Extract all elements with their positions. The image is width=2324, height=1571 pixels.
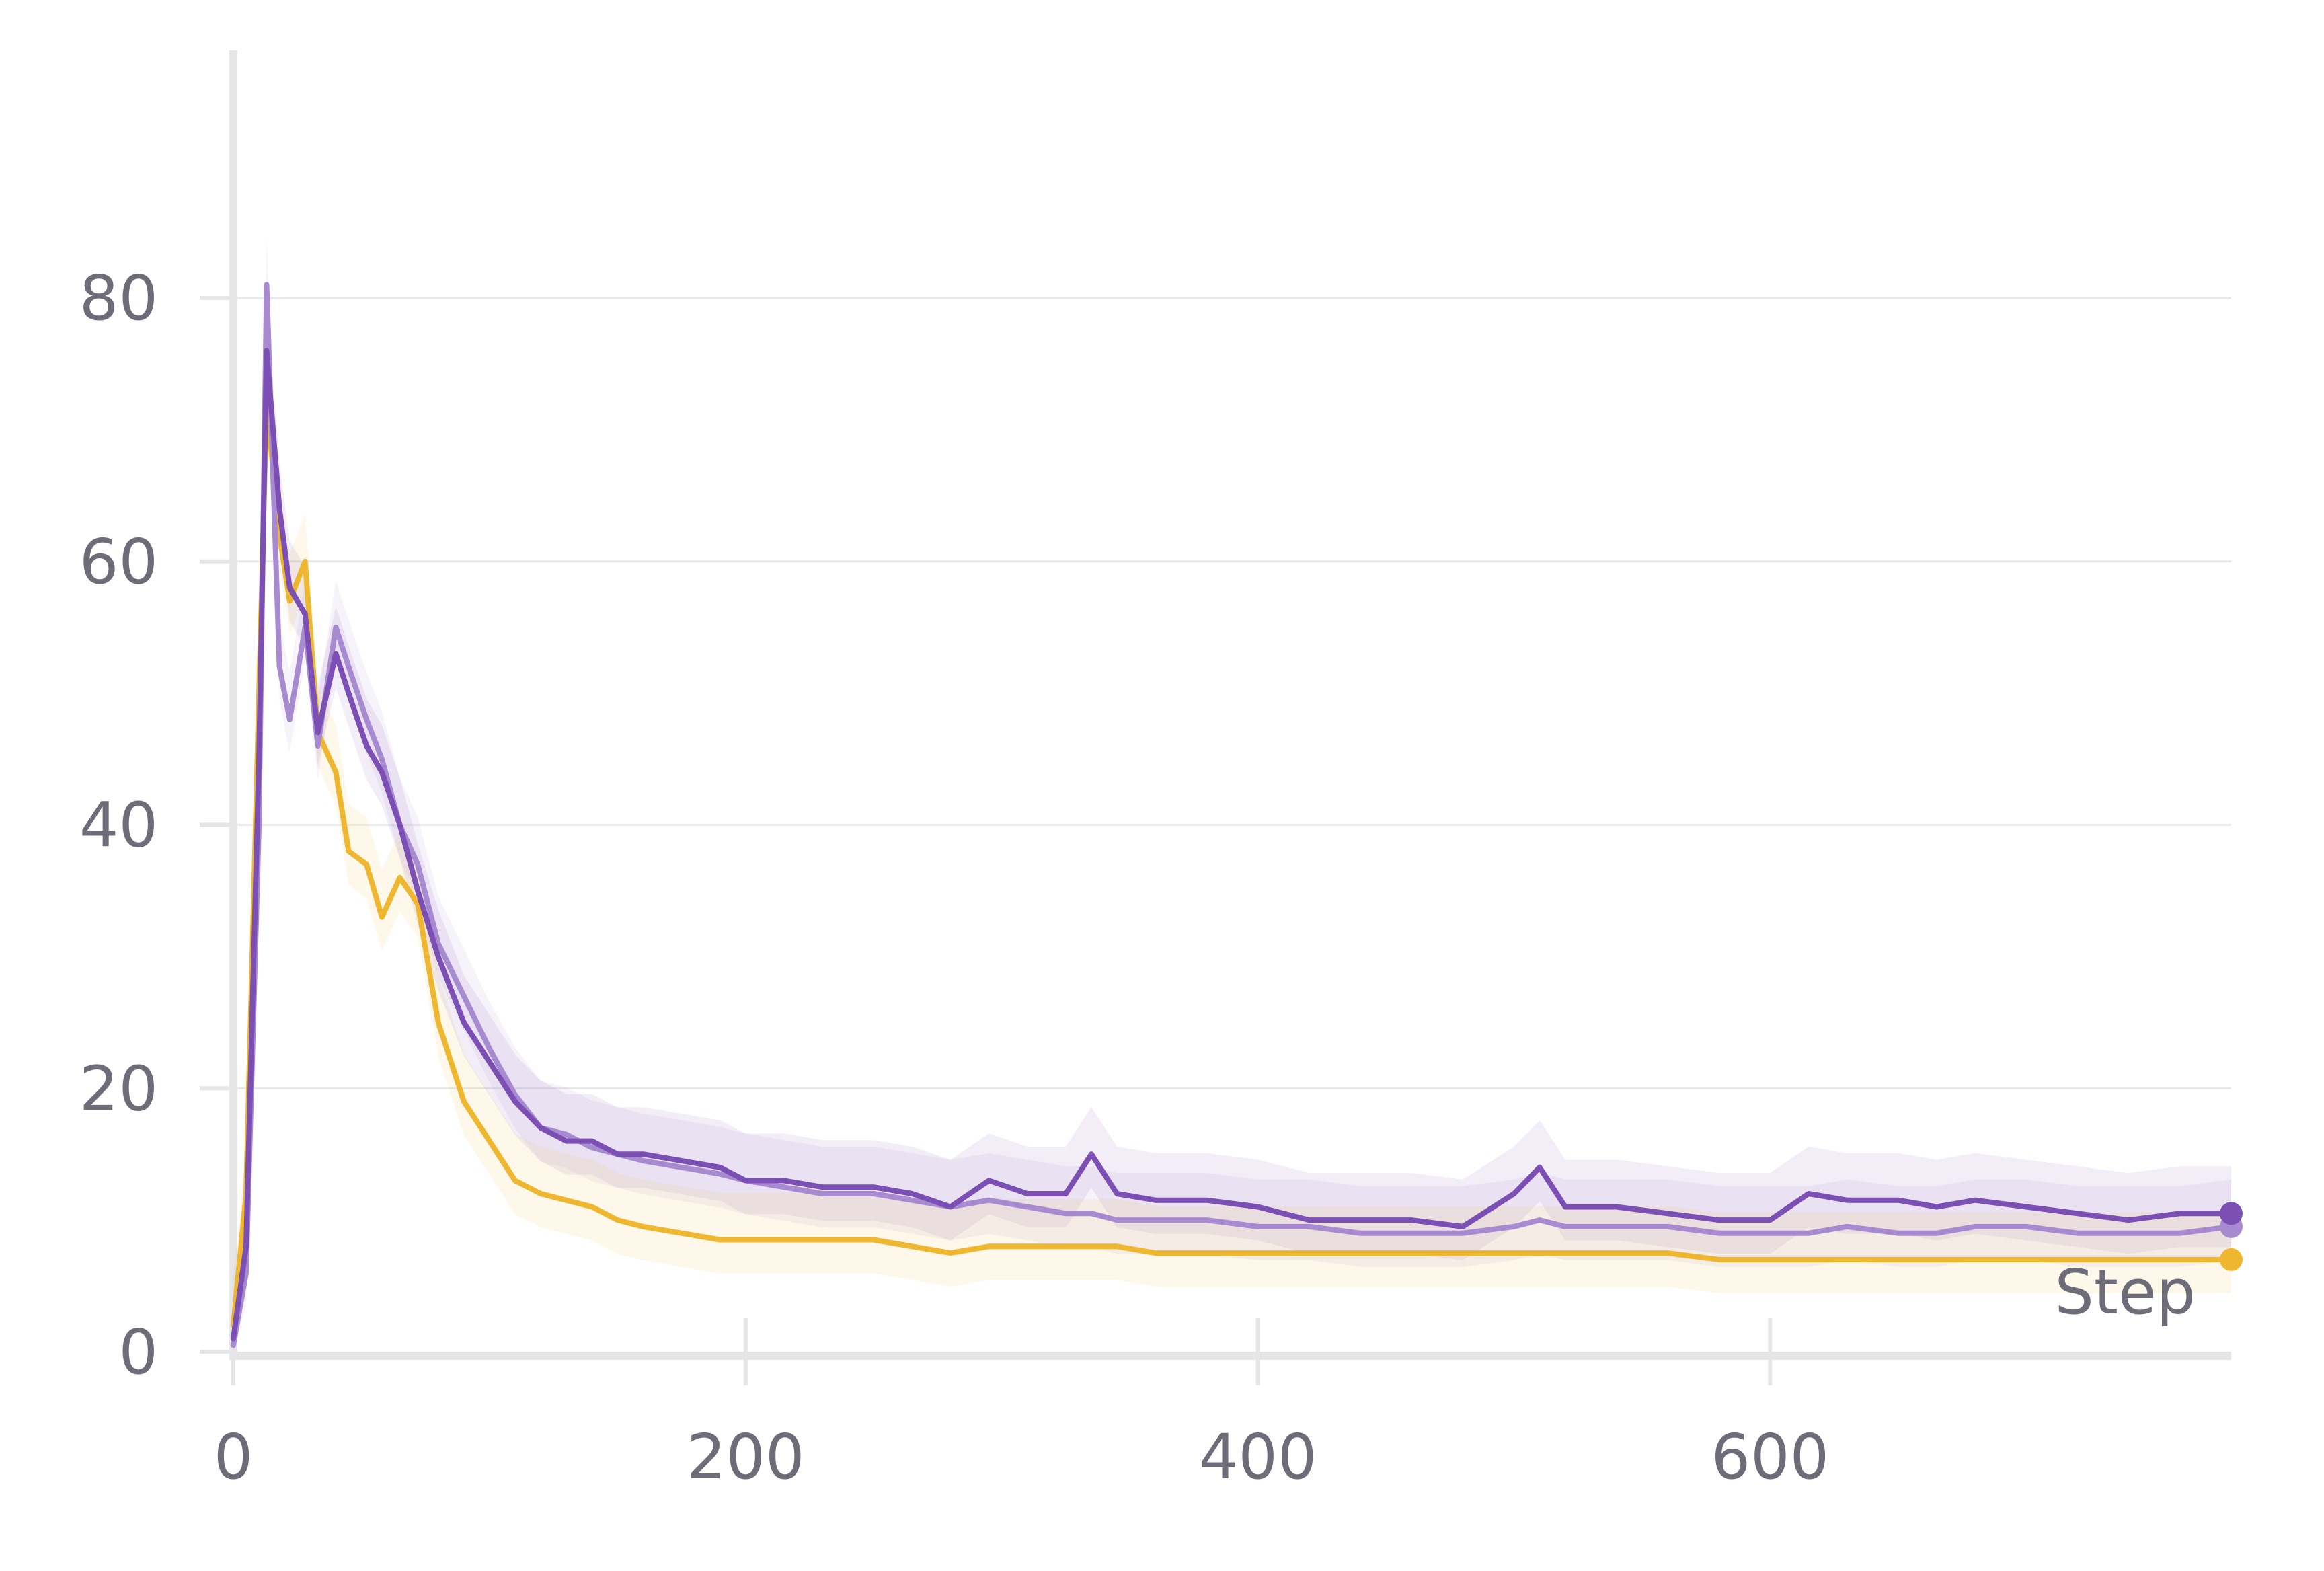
y-tick-label: 60 (79, 526, 158, 598)
series-line-3 (231, 400, 2234, 1328)
x-tick-label: 200 (687, 1421, 805, 1493)
y-tick-label: 20 (79, 1052, 158, 1124)
tick-label-layer: 0 20 40 60 80 0 200 400 600 (79, 262, 1829, 1493)
x-tick-label: 600 (1711, 1421, 1830, 1493)
series-band-3 (233, 356, 2231, 1352)
series-end-point-3 (2220, 1248, 2243, 1271)
series-line-1 (231, 348, 2234, 1342)
x-axis-label: Step (2055, 1256, 2196, 1328)
series-band-2 (233, 237, 2231, 1352)
y-tick-label: 80 (79, 262, 158, 334)
y-tick-label: 0 (118, 1316, 158, 1388)
series-end-point-1 (2220, 1202, 2243, 1225)
series-layer (231, 237, 2243, 1352)
series-line-2 (231, 282, 2234, 1348)
x-tick-label: 0 (214, 1421, 254, 1493)
y-tick-label: 40 (79, 790, 158, 861)
grid-layer (233, 297, 2231, 1089)
x-tick-label: 400 (1199, 1421, 1317, 1493)
